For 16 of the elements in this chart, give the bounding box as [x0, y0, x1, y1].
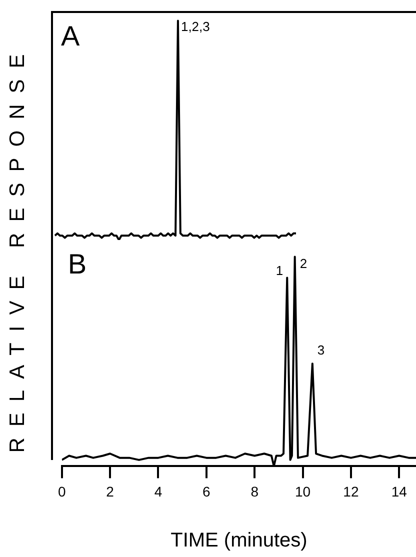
x-tick-label: 2	[106, 483, 114, 500]
x-tick-label: 8	[250, 483, 259, 500]
y-axis-title: RELATIVE RESPONSE	[6, 43, 30, 453]
x-tick-label: 0	[58, 483, 66, 500]
x-tick-label: 12	[343, 483, 359, 500]
x-axis-title: TIME (minutes)	[170, 530, 308, 552]
chart-title: B	[68, 248, 87, 280]
annotation: 3	[317, 342, 325, 358]
x-tick-label: 6	[202, 483, 211, 500]
x-tick-label: 10	[294, 483, 311, 500]
annotation: 1	[276, 262, 284, 278]
x-tick-label: 4	[154, 483, 162, 500]
x-tick-label: 14	[391, 483, 408, 500]
annotation: 2	[300, 256, 308, 271]
annotation: 1,2,3	[180, 18, 210, 34]
chart-title: A	[61, 20, 80, 52]
